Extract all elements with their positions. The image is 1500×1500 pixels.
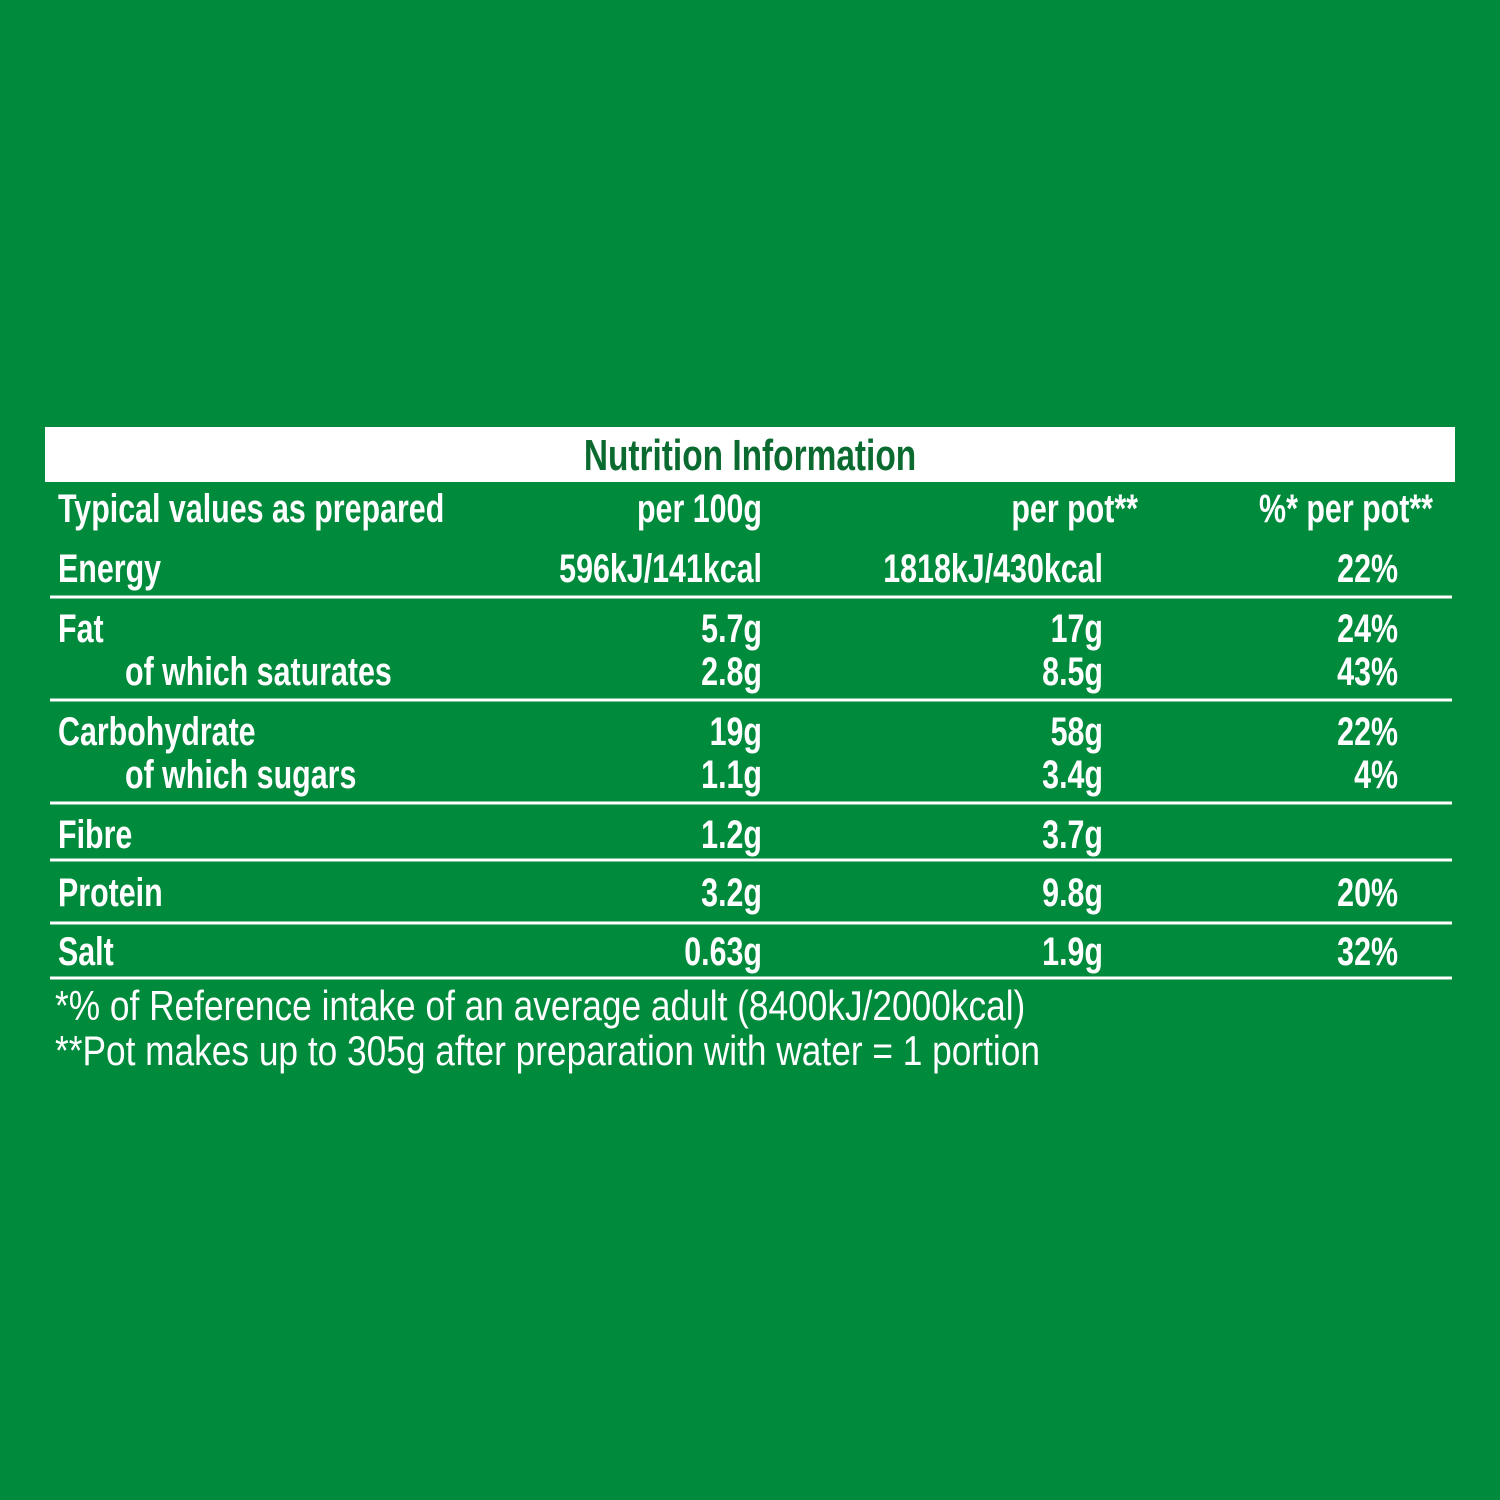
row-label: of which sugars: [125, 752, 356, 797]
cell-value: 596kJ/141kcal: [559, 546, 762, 591]
row-label: Carbohydrate: [58, 709, 256, 754]
cell-value: 1.1g: [701, 752, 762, 797]
cell-value: 1.2g: [701, 812, 762, 857]
cell-value: 24%: [1337, 606, 1398, 651]
cell-value: 20%: [1337, 870, 1398, 915]
row-label: of which saturates: [125, 649, 392, 694]
cell-value: 5.7g: [701, 606, 762, 651]
row-label: Salt: [58, 929, 114, 974]
cell-value: 19g: [710, 709, 762, 754]
cell-value: 1.9g: [1042, 929, 1103, 974]
cell-value: 9.8g: [1042, 870, 1103, 915]
title-bar: [45, 427, 1455, 482]
footnote: *% of Reference intake of an average adu…: [55, 983, 1025, 1030]
cell-value: 3.7g: [1042, 812, 1103, 857]
column-header: per 100g: [637, 486, 762, 531]
cell-value: 3.2g: [701, 870, 762, 915]
footnote: **Pot makes up to 305g after preparation…: [55, 1028, 1040, 1075]
cell-value: 8.5g: [1042, 649, 1103, 694]
cell-value: 3.4g: [1042, 752, 1103, 797]
column-header: %* per pot**: [1259, 486, 1433, 531]
cell-value: 22%: [1337, 709, 1398, 754]
cell-value: 17g: [1051, 606, 1103, 651]
column-header: per pot**: [1011, 486, 1138, 531]
title: Nutrition Information: [584, 432, 916, 480]
row-label: Fat: [58, 606, 104, 651]
cell-value: 43%: [1337, 649, 1398, 694]
cell-value: 32%: [1337, 929, 1398, 974]
cell-value: 22%: [1337, 546, 1398, 591]
cell-value: 1818kJ/430kcal: [883, 546, 1103, 591]
row-label: Fibre: [58, 812, 132, 857]
row-label: Energy: [58, 546, 161, 591]
row-label: Protein: [58, 870, 163, 915]
column-header: Typical values as prepared: [58, 486, 444, 531]
cell-value: 4%: [1354, 752, 1398, 797]
cell-value: 2.8g: [701, 649, 762, 694]
cell-value: 58g: [1051, 709, 1103, 754]
cell-value: 0.63g: [684, 929, 762, 974]
